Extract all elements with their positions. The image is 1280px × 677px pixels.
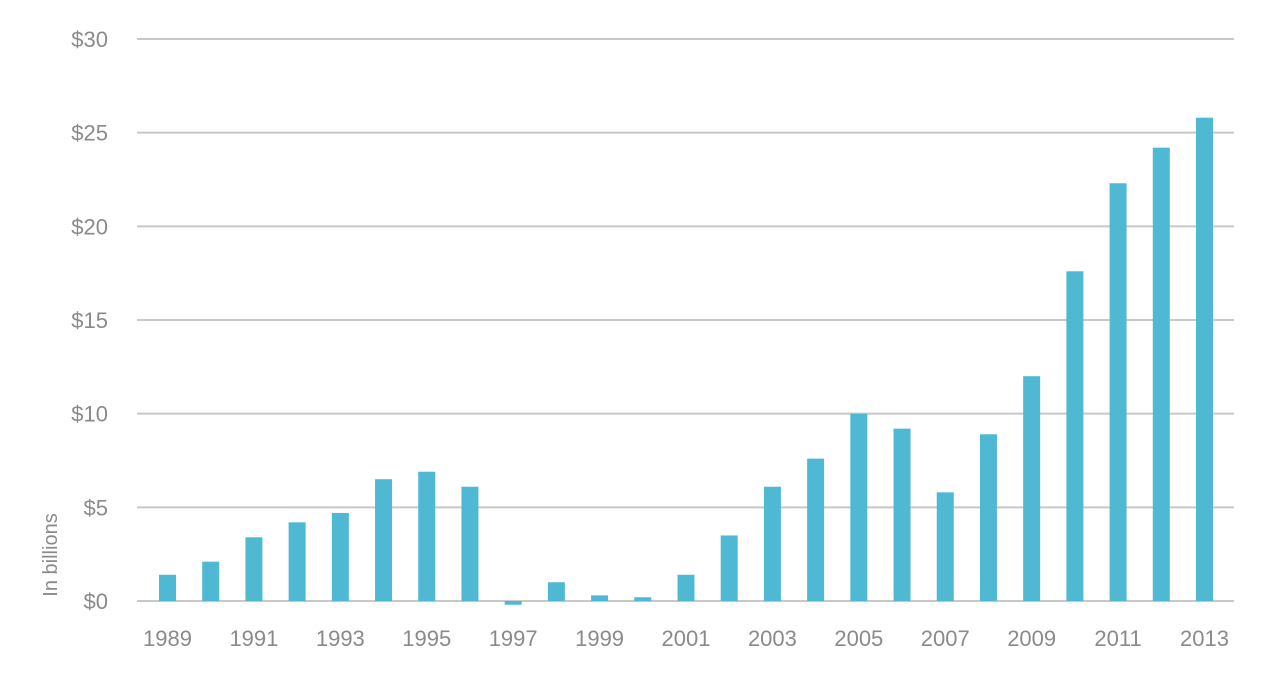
x-tick-label: 2003 [748,626,797,651]
bars [159,117,1213,605]
x-tick-label: 2007 [921,626,970,651]
bar-1994 [375,479,393,601]
bar-2008 [979,434,997,601]
x-tick-label: 1999 [575,626,624,651]
bar-2013 [1196,117,1213,602]
y-tick-label: $30 [71,27,108,52]
x-tick-label: 1995 [402,626,451,651]
gridlines [137,38,1234,602]
bar-1997 [504,601,522,605]
y-axis-tick-labels: $0 $5 $10 $15 $20 $25 $30 [71,27,108,614]
bar-2004 [807,458,825,601]
bar-2010 [1066,271,1084,601]
bar-2003 [763,486,781,601]
bar-2000 [634,597,652,601]
bar-1993 [331,512,349,601]
bar-1989 [159,574,176,601]
x-tick-label: 2011 [1094,626,1141,651]
y-tick-label: $5 [84,495,108,520]
x-tick-label: 1993 [316,626,365,651]
x-tick-label: 1991 [229,626,278,651]
y-tick-label: $20 [71,214,108,239]
y-tick-label: $10 [71,402,108,427]
bar-1996 [461,486,479,601]
bar-1990 [202,561,220,601]
bar-2002 [720,535,738,601]
bar-1991 [245,537,263,601]
bar-2001 [677,574,695,601]
bar-2012 [1152,147,1170,602]
x-tick-label: 1997 [489,626,538,651]
x-tick-label: 2009 [1007,626,1056,651]
x-tick-label: 2013 [1180,626,1229,651]
y-axis-title: In billions [40,513,62,596]
bar-1998 [547,582,565,601]
bar-1995 [418,471,436,601]
x-tick-label: 1989 [143,626,192,651]
y-tick-label: $15 [71,308,108,333]
y-tick-label: $25 [71,121,108,146]
x-tick-label: 2001 [662,626,711,651]
x-axis-tick-labels: 1989 1991 1993 1995 1997 1999 2001 2003 2005 2007… [143,626,1229,651]
bar-2007 [936,492,954,601]
x-tick-label: 2005 [834,626,883,651]
bar-1992 [288,522,306,601]
bar-2011 [1109,183,1127,601]
bar-2009 [1023,376,1041,601]
y-tick-label: $0 [84,589,108,614]
bar-2006 [893,428,911,601]
bar-2005 [850,413,868,601]
bar-1999 [591,595,609,601]
